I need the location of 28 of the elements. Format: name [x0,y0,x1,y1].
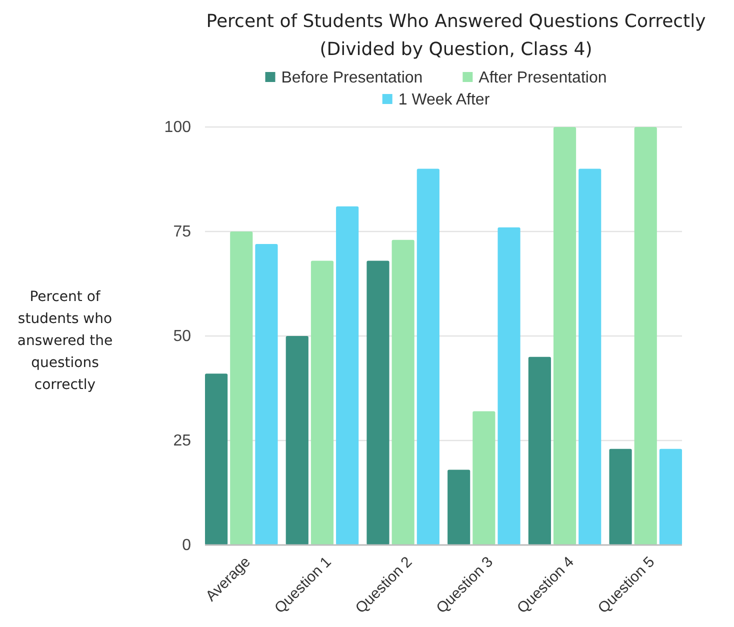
bar [448,470,470,545]
bar [659,448,682,545]
bar [528,356,551,545]
legend-label: Before Presentation [281,70,423,87]
y-axis-title: Percent of students who answered the questions correctly [17,288,113,393]
bar [416,168,440,545]
bar [392,240,414,545]
bar [609,448,632,545]
bar [255,244,278,545]
y-tick-label: 0 [182,537,192,554]
bar [336,206,359,545]
bar [230,232,253,545]
y-tick-label: 100 [164,119,192,136]
chart-title: Percent of Students Who Answered Questions Correctly (Divided by Question, Class 4) [206,11,706,60]
bar [553,127,576,545]
y-tick-label: 75 [173,224,192,241]
legend-label: After Presentation [478,70,607,87]
bar [286,336,308,545]
y-tick-label: 50 [173,328,192,346]
bar [498,227,520,545]
bar [205,374,228,545]
bar [634,127,657,545]
y-tick-label: 25 [173,432,192,450]
bar [366,260,390,545]
bar [578,168,602,545]
legend-label: 1 Week After [398,92,490,109]
bar [472,411,496,545]
bar [310,260,334,545]
